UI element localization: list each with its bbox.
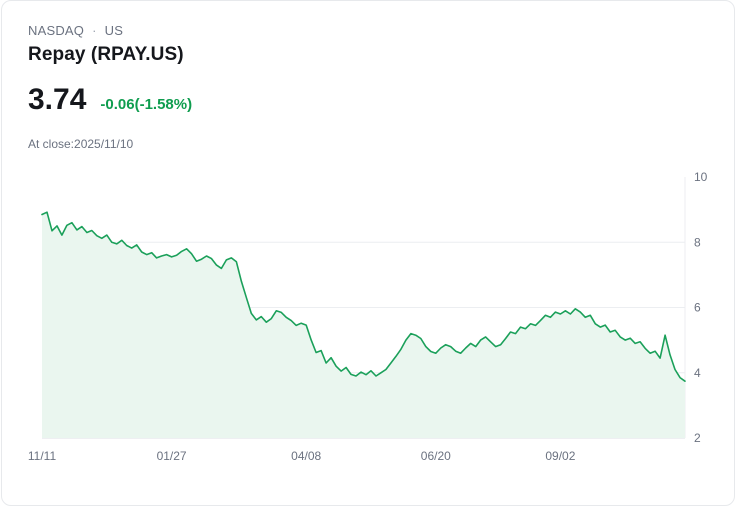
y-axis-label: 10 <box>694 170 708 184</box>
x-axis-label: 09/02 <box>545 449 575 463</box>
ticker-name: Repay (RPAY.US) <box>28 44 184 65</box>
y-axis-label: 2 <box>694 431 701 445</box>
price-row: 3.74 -0.06(-1.58%) <box>28 83 192 117</box>
quote-header: NASDAQ · US Repay (RPAY.US) <box>28 23 184 66</box>
y-axis-label: 6 <box>694 301 701 315</box>
y-axis-label: 8 <box>694 235 701 249</box>
exchange-label: NASDAQ <box>28 23 85 38</box>
as-of-timestamp: At close:2025/11/10 <box>28 137 134 151</box>
separator-dot: · <box>92 23 97 38</box>
y-axis-label: 4 <box>694 366 701 380</box>
x-axis-label: 11/11 <box>28 449 57 463</box>
x-axis-label: 01/27 <box>157 449 187 463</box>
last-price: 3.74 <box>28 83 87 116</box>
x-axis-label: 04/08 <box>291 449 321 463</box>
price-line <box>41 211 686 382</box>
price-area-fill <box>42 212 685 438</box>
exchange-row: NASDAQ · US <box>28 23 184 38</box>
region-label: US <box>104 23 124 38</box>
x-axis-label: 06/20 <box>421 449 451 463</box>
price-change: -0.06(-1.58%) <box>100 96 193 113</box>
